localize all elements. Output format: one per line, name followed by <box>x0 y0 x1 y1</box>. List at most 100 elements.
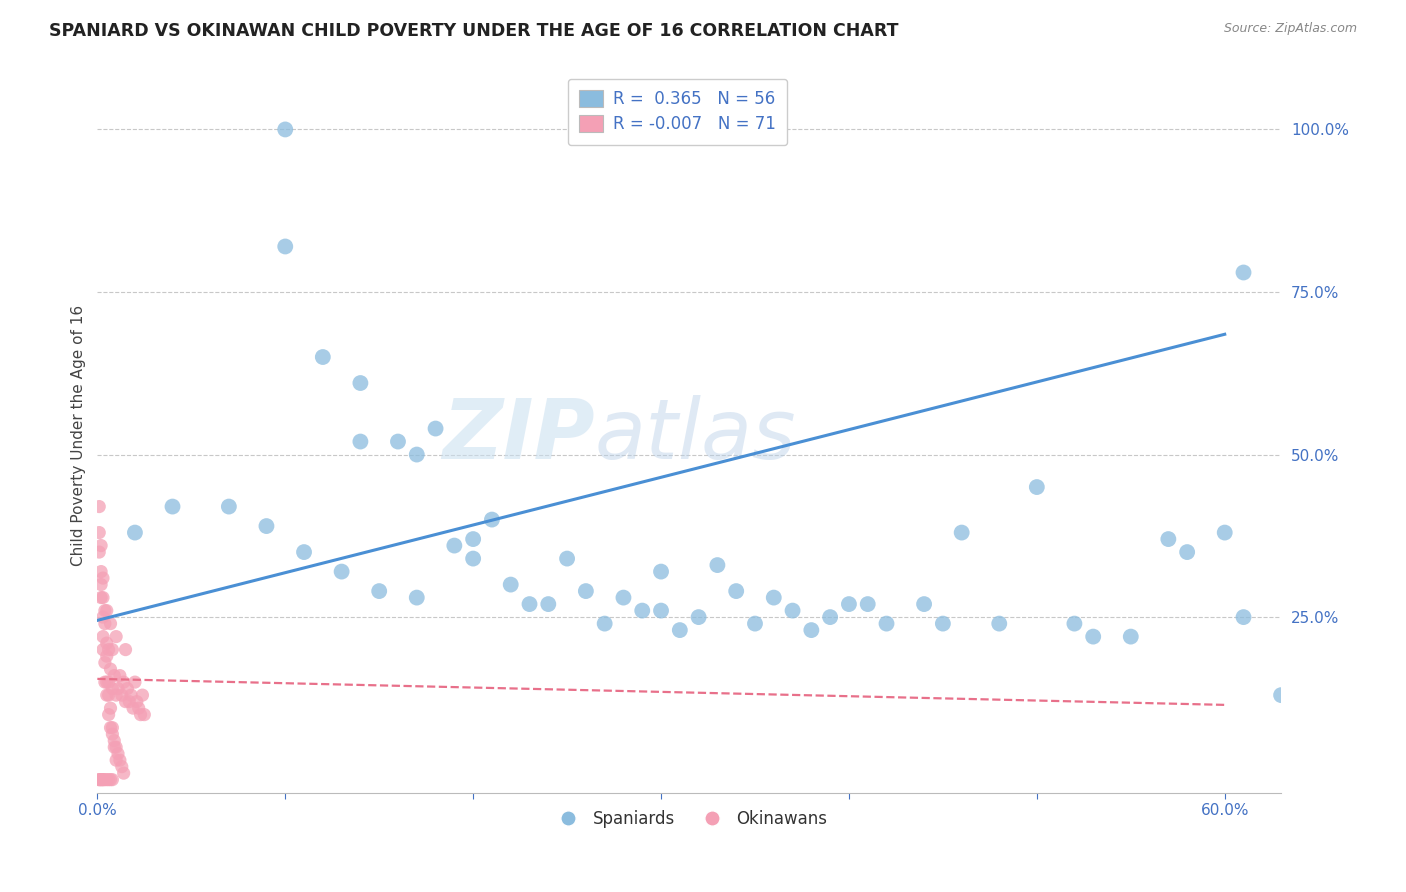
Point <box>94 675 117 690</box>
Point <box>1232 265 1254 279</box>
Point <box>1270 688 1292 702</box>
Point <box>425 421 447 435</box>
Point <box>519 597 541 611</box>
Point <box>744 616 766 631</box>
Point <box>91 642 114 657</box>
Point <box>988 616 1011 631</box>
Point <box>90 591 112 605</box>
Point <box>89 500 111 514</box>
Point <box>91 591 114 605</box>
Point <box>103 733 125 747</box>
Point <box>90 565 112 579</box>
Point <box>111 759 134 773</box>
Point <box>96 649 118 664</box>
Point <box>108 668 131 682</box>
Point <box>103 668 125 682</box>
Point <box>162 500 184 514</box>
Point <box>499 577 522 591</box>
Text: ZIP: ZIP <box>441 394 595 475</box>
Text: Source: ZipAtlas.com: Source: ZipAtlas.com <box>1223 22 1357 36</box>
Point <box>89 545 111 559</box>
Point <box>105 630 128 644</box>
Point <box>330 565 353 579</box>
Point <box>1063 616 1085 631</box>
Point <box>91 571 114 585</box>
Point <box>120 688 142 702</box>
Text: SPANIARD VS OKINAWAN CHILD POVERTY UNDER THE AGE OF 16 CORRELATION CHART: SPANIARD VS OKINAWAN CHILD POVERTY UNDER… <box>49 22 898 40</box>
Point <box>96 604 118 618</box>
Point <box>96 675 118 690</box>
Point <box>114 695 136 709</box>
Point <box>101 727 124 741</box>
Point <box>90 539 112 553</box>
Point <box>124 675 146 690</box>
Point <box>555 551 578 566</box>
Point <box>97 688 120 702</box>
Point <box>950 525 973 540</box>
Point <box>575 584 598 599</box>
Point <box>101 681 124 696</box>
Point <box>650 604 672 618</box>
Point <box>91 772 114 787</box>
Point <box>1083 630 1105 644</box>
Point <box>114 642 136 657</box>
Point <box>218 500 240 514</box>
Point <box>134 707 156 722</box>
Point <box>131 688 153 702</box>
Point <box>97 707 120 722</box>
Point <box>443 539 465 553</box>
Point <box>125 695 148 709</box>
Point <box>782 604 804 618</box>
Point <box>463 551 485 566</box>
Point <box>107 747 129 761</box>
Point <box>108 753 131 767</box>
Point <box>688 610 710 624</box>
Point <box>725 584 748 599</box>
Point <box>94 616 117 631</box>
Point <box>97 642 120 657</box>
Point <box>706 558 728 573</box>
Point <box>101 642 124 657</box>
Point <box>800 623 823 637</box>
Point <box>105 753 128 767</box>
Point <box>593 616 616 631</box>
Point <box>932 616 955 631</box>
Point <box>1119 630 1142 644</box>
Point <box>117 681 139 696</box>
Point <box>105 740 128 755</box>
Point <box>631 604 654 618</box>
Point <box>112 766 135 780</box>
Point <box>349 434 371 449</box>
Point <box>107 681 129 696</box>
Point <box>96 688 118 702</box>
Point <box>856 597 879 611</box>
Text: atlas: atlas <box>595 394 796 475</box>
Point <box>349 376 371 390</box>
Point <box>463 532 485 546</box>
Point <box>405 591 427 605</box>
Point <box>100 662 122 676</box>
Point <box>481 512 503 526</box>
Point <box>650 565 672 579</box>
Point <box>292 545 315 559</box>
Point <box>876 616 898 631</box>
Point <box>94 604 117 618</box>
Point <box>105 688 128 702</box>
Point <box>96 772 118 787</box>
Point <box>94 772 117 787</box>
Point <box>97 772 120 787</box>
Point <box>274 122 297 136</box>
Point <box>1157 532 1180 546</box>
Point <box>1213 525 1236 540</box>
Point <box>1232 610 1254 624</box>
Point <box>101 772 124 787</box>
Point <box>96 636 118 650</box>
Point <box>124 525 146 540</box>
Point <box>97 675 120 690</box>
Point <box>405 448 427 462</box>
Point <box>90 772 112 787</box>
Point <box>100 721 122 735</box>
Point <box>1175 545 1198 559</box>
Point <box>368 584 391 599</box>
Point <box>89 525 111 540</box>
